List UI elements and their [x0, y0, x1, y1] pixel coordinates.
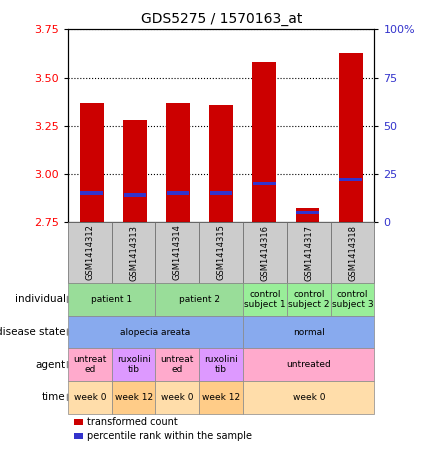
Bar — [296, 208, 319, 222]
Text: alopecia areata: alopecia areata — [120, 328, 191, 337]
Text: GSM1414313: GSM1414313 — [129, 225, 138, 280]
Text: patient 2: patient 2 — [179, 295, 220, 304]
Text: untreated: untreated — [286, 360, 331, 369]
Text: transformed count: transformed count — [87, 417, 178, 427]
Text: untreat
ed: untreat ed — [161, 355, 194, 374]
Text: normal: normal — [293, 328, 325, 337]
Text: control
subject 2: control subject 2 — [288, 290, 329, 309]
Bar — [124, 193, 146, 197]
Bar — [210, 191, 233, 195]
Text: GSM1414314: GSM1414314 — [173, 225, 182, 280]
Bar — [166, 103, 190, 222]
Title: GDS5275 / 1570163_at: GDS5275 / 1570163_at — [141, 12, 302, 26]
Text: GSM1414312: GSM1414312 — [85, 225, 94, 280]
Text: time: time — [42, 392, 66, 402]
Text: disease state: disease state — [0, 327, 66, 337]
Bar — [253, 182, 276, 185]
Bar — [339, 53, 363, 222]
Text: week 0: week 0 — [161, 393, 194, 402]
Text: GSM1414316: GSM1414316 — [261, 225, 269, 280]
Text: ruxolini
tib: ruxolini tib — [117, 355, 151, 374]
Text: individual: individual — [15, 294, 66, 304]
Text: untreat
ed: untreat ed — [73, 355, 106, 374]
Bar — [209, 105, 233, 222]
Text: control
subject 3: control subject 3 — [332, 290, 374, 309]
Text: patient 1: patient 1 — [91, 295, 132, 304]
Text: week 12: week 12 — [202, 393, 240, 402]
Bar — [339, 178, 362, 181]
Bar — [123, 120, 147, 222]
Bar — [252, 62, 276, 222]
Text: GSM1414315: GSM1414315 — [217, 225, 226, 280]
Bar — [167, 191, 189, 195]
Text: week 0: week 0 — [293, 393, 325, 402]
Text: control
subject 1: control subject 1 — [244, 290, 286, 309]
Bar — [296, 211, 319, 214]
Bar — [80, 103, 103, 222]
Text: GSM1414317: GSM1414317 — [304, 225, 313, 280]
Text: week 0: week 0 — [74, 393, 106, 402]
Text: percentile rank within the sample: percentile rank within the sample — [87, 431, 252, 441]
Text: GSM1414318: GSM1414318 — [348, 225, 357, 280]
Text: agent: agent — [35, 360, 66, 370]
Text: ruxolini
tib: ruxolini tib — [204, 355, 238, 374]
Text: week 12: week 12 — [114, 393, 153, 402]
Bar — [80, 191, 103, 195]
